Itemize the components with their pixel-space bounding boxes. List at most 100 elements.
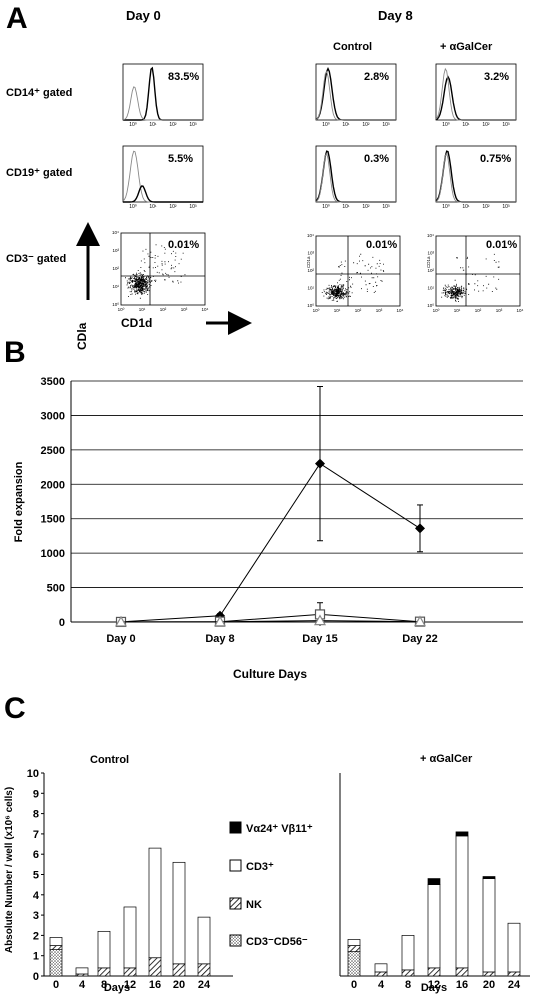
hist-tick-cd19-agalcer-1: 10¹ [462,204,470,210]
dot-ytick-control-4: 10⁴ [307,233,314,238]
c-xtick-control-12: 12 [124,979,136,991]
cd1d-label: CD1d [121,316,152,330]
dot-xtick-day0-0: 10⁰ [118,307,125,312]
bar-agalcer-day12-CD3 [427,884,441,969]
hist-tick-cd14-day0-1: 10¹ [149,122,157,128]
hist-tick-cd14-control-3: 10³ [382,122,390,128]
hist-tick-cd14-control-1: 10¹ [342,122,350,128]
bar-agalcer-day12-NK [427,967,441,977]
bar-control-day24-CD3 [197,916,211,965]
dot-xtick-agalcer-2: 10² [475,308,482,313]
hist-tick-cd14-control-0: 10⁰ [322,122,330,128]
bar-control-day12-NK [123,967,137,977]
pct-cd14-control: 2.8% [364,71,389,83]
dots-control [321,253,385,302]
hist-tick-cd19-agalcer-0: 10⁰ [442,204,450,210]
bar-agalcer-day16-V24V11 [455,831,469,837]
bar-agalcer-day0-NK [347,945,361,952]
hist-tick-cd14-day0-3: 10³ [189,122,197,128]
c-xtick-control-0: 0 [53,979,59,991]
pct-cd14-agalcer: 3.2% [484,71,509,83]
pct-cd14-day0: 83.5% [168,71,199,83]
bar-control-day8-CD3 [97,930,111,969]
c-xtick-control-4: 4 [79,979,86,991]
bar-control-day4-CD3 [75,967,89,975]
row-label-cd14: CD14⁺ gated [6,87,72,99]
dots-day0 [125,244,187,299]
dot-xtick-agalcer-0: 10⁰ [433,308,440,313]
ytick-3000: 3000 [41,410,65,422]
series-line-diamond [120,462,421,623]
point-triangle-2 [313,614,327,626]
c-ytick-control-0: 0 [33,971,39,983]
panel-a-label: A [6,2,28,35]
point-diamond-3 [415,523,425,534]
c-xtick-agalcer-4: 4 [378,979,385,991]
dot-xtick-control-0: 10⁰ [313,308,320,313]
ytick-2000: 2000 [41,479,65,491]
hist-curve-cd19-agalcer-1 [435,152,516,203]
hist-curve-cd14-control-1 [315,70,396,121]
hist-tick-cd19-day0-0: 10⁰ [129,204,137,210]
hist-tick-cd19-control-2: 10² [362,204,370,210]
c-ytick-control-1: 1 [33,951,39,963]
hist-tick-cd14-agalcer-0: 10⁰ [442,122,450,128]
legend-swatch-cd3cd56 [229,934,242,947]
ytick-2500: 2500 [41,445,65,457]
hist-tick-cd19-control-1: 10¹ [342,204,350,210]
hist-tick-cd19-day0-2: 10² [169,204,177,210]
histogram-cd14-control: 2.8% [315,63,397,121]
bar-control-day8-NK [97,967,111,977]
dot-ytick-day0-2: 10² [112,266,119,271]
bar-agalcer-day8-NK [401,969,415,977]
c-ytick-control-2: 2 [33,930,39,942]
hist-tick-cd14-day0-0: 10⁰ [129,122,137,128]
c-xtick-agalcer-16: 16 [456,979,468,991]
bar-agalcer-day8-CD3 [401,935,415,971]
xtick-1: Day 8 [205,633,234,645]
cd1a-label: CDla [75,322,89,350]
dot-xtick-day0-1: 10¹ [139,307,146,312]
bar-control-day0-NK [49,945,63,950]
hist-tick-cd14-agalcer-1: 10¹ [462,122,470,128]
fold-expansion-chart: Fold expansion Culture Days [13,381,523,681]
dot-ytick-day0-4: 10⁴ [112,230,119,235]
legend-cd3cd56: CD3⁻CD56⁻ [246,936,308,948]
c-xtick-agalcer-20: 20 [483,979,495,991]
dot-ytick-day0-1: 10¹ [112,284,119,289]
c-xtick-agalcer-24: 24 [508,979,521,991]
agalcer-chart-xlabel: Days [421,982,447,994]
dot-ytick-agalcer-0: 10⁰ [427,303,434,308]
hist-curve-cd14-day0-1 [122,86,203,121]
fold-expansion-ylabel: Fold expansion [13,461,25,542]
bar-control-day16-NK [148,957,162,977]
point-diamond-2 [315,458,325,469]
bar-agalcer-day20-CD3 [482,878,496,973]
day8-header: Day 8 [378,8,413,23]
dot-xtick-day0-4: 10⁴ [202,307,209,312]
c-xtick-control-20: 20 [173,979,185,991]
bar-control-day0-CD3 [49,937,63,946]
series-line-triangle [120,620,421,623]
bar-agalcer-day12-V24V11 [427,878,441,885]
hist-tick-cd14-agalcer-3: 10³ [502,122,510,128]
hist-tick-cd19-day0-1: 10¹ [149,204,157,210]
bar-control-day20-CD3 [172,861,186,965]
histogram-cd19-day0: 5.5% [122,145,204,203]
agalcer-header: + αGalCer [440,41,493,53]
panel-b-label: B [4,336,26,369]
c-xtick-control-24: 24 [198,979,211,991]
histogram-cd14-agalcer: 3.2% [435,63,517,121]
c-xtick-control-16: 16 [149,979,161,991]
small-axis-label-control: CD1a [306,256,311,268]
legend-va24: Vα24⁺ Vβ11⁺ [246,823,313,835]
legend-swatch-va24 [229,821,242,834]
pct-cd19-control: 0.3% [364,153,389,165]
ytick-0: 0 [59,617,65,629]
control-chart-title: Control [90,754,129,766]
xtick-0: Day 0 [106,633,135,645]
dot-xtick-agalcer-3: 10³ [496,308,503,313]
dot-xtick-control-3: 10³ [376,308,383,313]
hist-tick-cd14-control-2: 10² [362,122,370,128]
